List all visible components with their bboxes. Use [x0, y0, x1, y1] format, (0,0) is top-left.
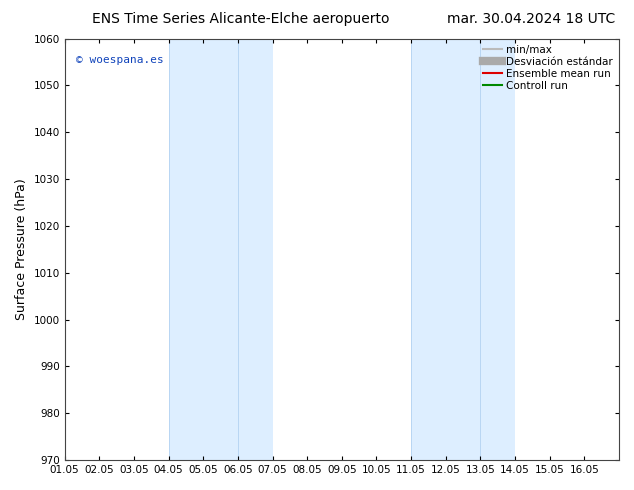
- Y-axis label: Surface Pressure (hPa): Surface Pressure (hPa): [15, 178, 28, 320]
- Text: ENS Time Series Alicante-Elche aeropuerto: ENS Time Series Alicante-Elche aeropuert…: [92, 12, 390, 26]
- Bar: [411, 39, 515, 460]
- Text: mar. 30.04.2024 18 UTC: mar. 30.04.2024 18 UTC: [447, 12, 615, 26]
- Legend: min/max, Desviación estándar, Ensemble mean run, Controll run: min/max, Desviación estándar, Ensemble m…: [480, 42, 616, 94]
- Text: © woespana.es: © woespana.es: [75, 55, 164, 66]
- Bar: [169, 39, 273, 460]
